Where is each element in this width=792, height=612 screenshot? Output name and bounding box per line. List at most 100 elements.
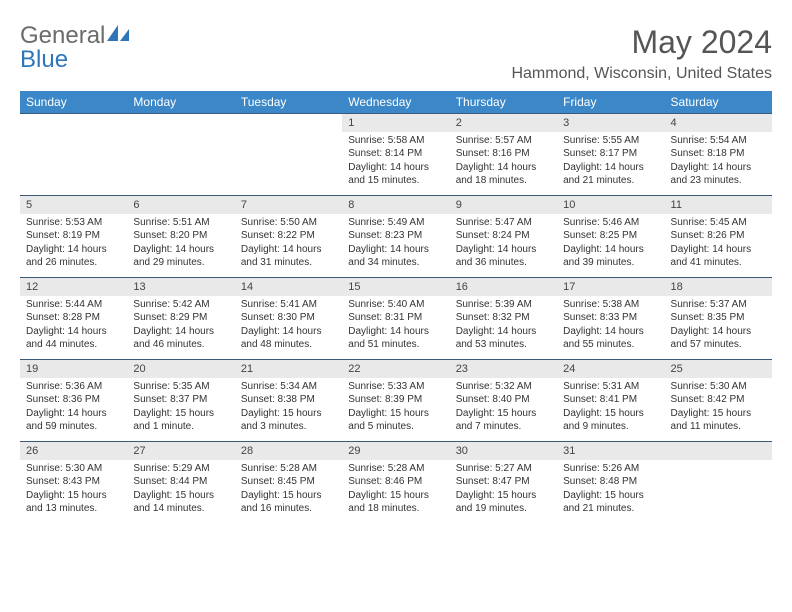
content-row: Sunrise: 5:44 AMSunset: 8:28 PMDaylight:… [20,296,772,360]
sunset: Sunset: 8:18 PM [671,147,766,161]
sunrise: Sunrise: 5:32 AM [456,380,551,394]
day-number-cell: 29 [342,442,449,460]
day-number-cell: 8 [342,196,449,214]
day-content-cell: Sunrise: 5:45 AMSunset: 8:26 PMDaylight:… [665,214,772,278]
day-number-cell [127,114,234,132]
daynum-row: 1234 [20,114,772,132]
daylight: Daylight: 14 hours and 23 minutes. [671,161,766,188]
sunset: Sunset: 8:43 PM [26,475,121,489]
daylight: Daylight: 14 hours and 39 minutes. [563,243,658,270]
sunset: Sunset: 8:38 PM [241,393,336,407]
day-content-cell [665,460,772,524]
day-number-cell: 19 [20,360,127,378]
daynum-row: 262728293031 [20,442,772,460]
sunset: Sunset: 8:26 PM [671,229,766,243]
sunset: Sunset: 8:25 PM [563,229,658,243]
day-content-cell: Sunrise: 5:28 AMSunset: 8:46 PMDaylight:… [342,460,449,524]
day-content-cell: Sunrise: 5:46 AMSunset: 8:25 PMDaylight:… [557,214,664,278]
day-content-cell: Sunrise: 5:36 AMSunset: 8:36 PMDaylight:… [20,378,127,442]
sunset: Sunset: 8:40 PM [456,393,551,407]
day-number-cell: 25 [665,360,772,378]
day-content-cell: Sunrise: 5:49 AMSunset: 8:23 PMDaylight:… [342,214,449,278]
day-number-cell: 11 [665,196,772,214]
logo-sail-icon [107,25,129,48]
sunset: Sunset: 8:28 PM [26,311,121,325]
daylight: Daylight: 14 hours and 59 minutes. [26,407,121,434]
day-number-cell: 31 [557,442,664,460]
sunrise: Sunrise: 5:42 AM [133,298,228,312]
day-number-cell: 6 [127,196,234,214]
sunrise: Sunrise: 5:35 AM [133,380,228,394]
content-row: Sunrise: 5:30 AMSunset: 8:43 PM Daylight:… [20,460,772,524]
day-number-cell: 18 [665,278,772,296]
day-number-cell: 22 [342,360,449,378]
weekday-tuesday: Tuesday [235,91,342,114]
day-number-cell: 1 [342,114,449,132]
day-number-cell: 13 [127,278,234,296]
daylight: Daylight: 15 hours and 5 minutes. [348,407,443,434]
day-content-cell: Sunrise: 5:39 AMSunset: 8:32 PMDaylight:… [450,296,557,360]
day-content-cell: Sunrise: 5:54 AMSunset: 8:18 PMDaylight:… [665,132,772,196]
daylight: Daylight: 14 hours and 57 minutes. [671,325,766,352]
logo: General Blue [20,24,129,72]
sunset: Sunset: 8:29 PM [133,311,228,325]
daylight: Daylight: 15 hours and 19 minutes. [456,489,551,516]
sunrise: Sunrise: 5:58 AM [348,134,443,148]
sunrise: Sunrise: 5:30 AM [671,380,766,394]
sunrise: Sunrise: 5:54 AM [671,134,766,148]
sunrise: Sunrise: 5:34 AM [241,380,336,394]
day-content-cell [127,132,234,196]
sunrise: Sunrise: 5:29 AM [133,462,228,476]
daylight: Daylight: 15 hours and 7 minutes. [456,407,551,434]
sunrise: Sunrise: 5:37 AM [671,298,766,312]
sunset: Sunset: 8:39 PM [348,393,443,407]
daylight: Daylight: 14 hours and 55 minutes. [563,325,658,352]
weekday-friday: Friday [557,91,664,114]
day-number-cell: 28 [235,442,342,460]
sunrise: Sunrise: 5:38 AM [563,298,658,312]
day-number-cell: 27 [127,442,234,460]
day-content-cell: Sunrise: 5:30 AMSunset: 8:42 PMDaylight:… [665,378,772,442]
sunrise: Sunrise: 5:30 AM [26,462,121,476]
sunrise: Sunrise: 5:41 AM [241,298,336,312]
sunrise: Sunrise: 5:31 AM [563,380,658,394]
sunrise: Sunrise: 5:51 AM [133,216,228,230]
sunrise: Sunrise: 5:53 AM [26,216,121,230]
sunset: Sunset: 8:41 PM [563,393,658,407]
day-number-cell [665,442,772,460]
sunset: Sunset: 8:22 PM [241,229,336,243]
weekday-wednesday: Wednesday [342,91,449,114]
calendar-body: 1234Sunrise: 5:58 AMSunset: 8:14 PMDayli… [20,114,772,524]
daylight: Daylight: 14 hours and 21 minutes. [563,161,658,188]
day-content-cell: Sunrise: 5:57 AMSunset: 8:16 PMDaylight:… [450,132,557,196]
weekday-monday: Monday [127,91,234,114]
day-content-cell: Sunrise: 5:32 AMSunset: 8:40 PMDaylight:… [450,378,557,442]
weekday-header-row: Sunday Monday Tuesday Wednesday Thursday… [20,91,772,114]
daylight: Daylight: 14 hours and 41 minutes. [671,243,766,270]
logo-blue: Blue [20,46,68,73]
day-content-cell [235,132,342,196]
daylight: Daylight: 14 hours and 46 minutes. [133,325,228,352]
sunset: Sunset: 8:36 PM [26,393,121,407]
day-content-cell: Sunrise: 5:30 AMSunset: 8:43 PMDaylight:… [20,460,127,524]
day-number-cell: 5 [20,196,127,214]
day-number-cell: 23 [450,360,557,378]
sunrise: Sunrise: 5:44 AM [26,298,121,312]
day-content-cell: Sunrise: 5:28 AMSunset: 8:45 PMDaylight:… [235,460,342,524]
day-number-cell: 2 [450,114,557,132]
sunrise: Sunrise: 5:39 AM [456,298,551,312]
sunset: Sunset: 8:47 PM [456,475,551,489]
daylight: Daylight: 14 hours and 44 minutes. [26,325,121,352]
daylight: Daylight: 14 hours and 31 minutes. [241,243,336,270]
daylight: Daylight: 15 hours and 9 minutes. [563,407,658,434]
sunrise: Sunrise: 5:45 AM [671,216,766,230]
day-number-cell: 24 [557,360,664,378]
sunset: Sunset: 8:33 PM [563,311,658,325]
daylight: Daylight: 14 hours and 15 minutes. [348,161,443,188]
sunrise: Sunrise: 5:33 AM [348,380,443,394]
sunset: Sunset: 8:35 PM [671,311,766,325]
sunrise: Sunrise: 5:57 AM [456,134,551,148]
day-number-cell: 14 [235,278,342,296]
sunset: Sunset: 8:42 PM [671,393,766,407]
daylight: Daylight: 15 hours and 16 minutes. [241,489,336,516]
